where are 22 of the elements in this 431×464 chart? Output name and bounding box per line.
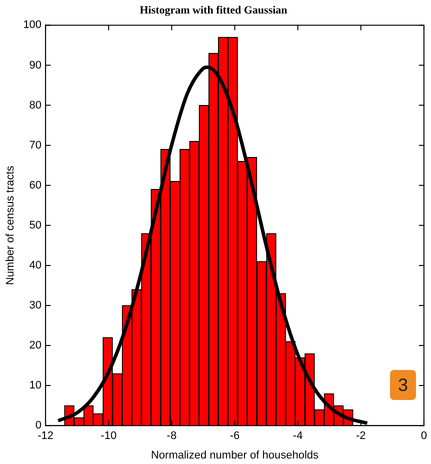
y-tick-label: 80 <box>29 99 42 112</box>
y-tick-label: 0 <box>35 420 42 432</box>
x-tick-label: -8 <box>166 430 177 442</box>
x-tick-label: -12 <box>38 430 54 442</box>
x-axis-title: Normalized number of households <box>150 449 320 462</box>
y-tick-label: 20 <box>29 340 42 352</box>
y-tick-label: 60 <box>29 179 42 192</box>
x-tick-label: -6 <box>230 430 240 442</box>
x-tick-label: -4 <box>292 430 303 442</box>
number-badge: 3 <box>390 370 416 400</box>
x-tick-label: -2 <box>356 430 366 442</box>
y-tick-label: 40 <box>29 259 42 272</box>
x-tick-label: -10 <box>100 430 117 442</box>
y-tick-label: 50 <box>29 219 42 232</box>
y-tick-label: 10 <box>29 380 42 392</box>
y-tick-label: 70 <box>29 139 42 152</box>
y-tick-label: 100 <box>23 19 42 32</box>
x-tick-label: 0 <box>420 430 428 442</box>
y-axis-title: Number of census tracts <box>4 165 17 286</box>
chart-title: Histogram with fitted Gaussian <box>140 4 288 16</box>
y-tick-label: 90 <box>29 59 42 72</box>
y-tick-label: 30 <box>29 300 42 312</box>
